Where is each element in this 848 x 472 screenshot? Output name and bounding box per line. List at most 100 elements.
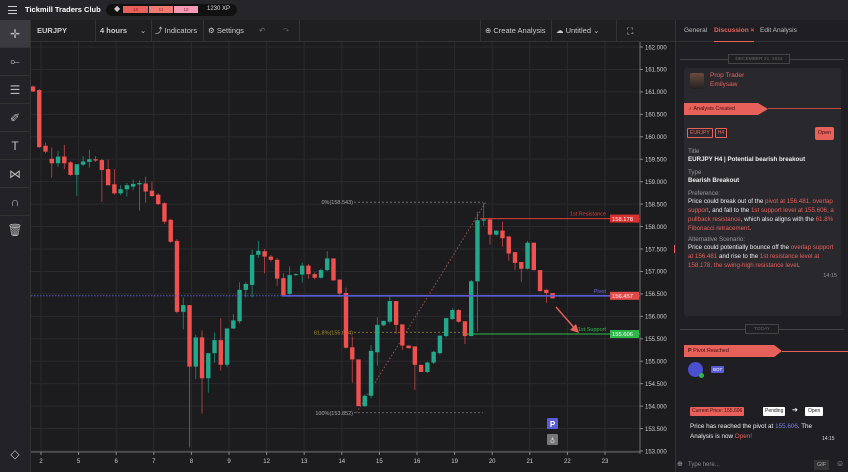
fib-level-label: 100%(153.852) (315, 411, 353, 417)
indicators-label: Indicators (164, 26, 198, 35)
candle-down (143, 183, 148, 192)
time-tick-label: 6 (115, 459, 119, 465)
chevron-down-icon: ⌄ (140, 26, 147, 35)
avatar (690, 73, 704, 89)
bulb-icon: ♁ (550, 437, 555, 445)
xp-badge[interactable]: ◆ 18 11 12 1230 XP (106, 4, 237, 16)
resistance-label: 1st Resistance (570, 212, 606, 218)
create-analysis-button[interactable]: ⊕ Create Analysis (485, 20, 545, 42)
pattern-icon[interactable]: ⋈ (0, 160, 30, 188)
settings-button[interactable]: ⚙ Settings (208, 20, 244, 42)
divider (203, 20, 204, 42)
type-label: Type (688, 169, 702, 176)
candle-down (156, 194, 161, 205)
candle-down (199, 337, 205, 379)
crosshair-icon[interactable]: ✛ (0, 20, 30, 48)
badge-seg-1: 18 (123, 6, 148, 13)
candle-down (218, 340, 223, 365)
tab-edit-analysis[interactable]: Edit Analysis (760, 27, 797, 34)
today-separator: TODAY (745, 324, 779, 334)
open-button[interactable]: Open (815, 127, 834, 140)
time-tick-label: 23 (602, 459, 609, 465)
chip-symbol: EURJPY (687, 128, 713, 138)
symbol-label[interactable]: EURJPY (37, 26, 68, 35)
gif-button[interactable]: GIF (814, 460, 830, 470)
price-tick-label: 156.500 (645, 292, 667, 298)
candle-down (174, 240, 180, 312)
gem-icon[interactable]: ◇ (10, 447, 20, 461)
candle-down (337, 279, 342, 294)
pivot-reached-banner: P Pivot Reached (684, 345, 782, 357)
candle-up (362, 395, 367, 407)
interval-select[interactable]: 4 hours ⌄ (100, 20, 150, 42)
candle-up (87, 159, 92, 162)
analysis-event-marker (547, 434, 558, 445)
candle-up (494, 230, 499, 235)
badge-seg-2: 11 (149, 6, 173, 13)
undo-icon[interactable]: ↶ (259, 26, 266, 35)
candle-down (312, 274, 317, 278)
price-tag-label: 155.606 (612, 332, 633, 338)
candle-up (118, 189, 123, 194)
status-open: Open (805, 407, 824, 416)
time-tick-label: 13 (301, 459, 308, 465)
preference-label: Preference: (688, 190, 720, 197)
price-tick-label: 157.000 (645, 270, 667, 276)
indicators-button[interactable]: ⤴ Indicators (155, 20, 197, 42)
text-icon[interactable]: T (0, 132, 30, 160)
close-icon[interactable]: × (750, 27, 755, 34)
tab-discussion[interactable]: Discussion × (714, 20, 755, 42)
divider (95, 20, 96, 42)
untitled-select[interactable]: ☁ Untitled ⌄ (556, 20, 599, 42)
horizontal-line-icon[interactable]: ⟜ (0, 48, 30, 76)
candle-up (443, 318, 449, 337)
price-tag-label: 156.457 (612, 294, 633, 300)
candle-up (431, 351, 436, 363)
candle-down (400, 324, 405, 346)
fib-lines-icon[interactable]: ☰ (0, 76, 30, 104)
divider (616, 20, 617, 42)
p-icon: P (550, 420, 556, 429)
arrow-head-icon (570, 324, 579, 333)
preference-text: Price could break out of the pivot at 15… (688, 198, 834, 232)
fullscreen-icon[interactable]: ⛶ (627, 26, 634, 36)
badge-seg-3: 12 (174, 6, 198, 13)
create-analysis-label: Create Analysis (493, 26, 546, 35)
candle-up (293, 274, 299, 276)
bulb-icon: ♁ (688, 106, 694, 112)
plus-icon[interactable]: ⊕ (677, 461, 683, 468)
app-title: Tickmill Traders Club (25, 5, 101, 14)
brush-icon[interactable]: ✐ (0, 104, 30, 132)
price-tick-label: 154.000 (645, 404, 667, 410)
price-tick-label: 155.000 (645, 360, 667, 366)
magnet-icon[interactable]: ∩ (0, 188, 30, 216)
time-tick-label: 9 (227, 459, 231, 465)
menu-icon[interactable] (8, 6, 17, 14)
tab-discussion-label: Discussion (714, 27, 749, 34)
trash-icon[interactable]: 🗑 (7, 223, 23, 237)
emoji-icon[interactable]: ☺ (836, 459, 845, 468)
bot-badge: BOT (711, 366, 725, 373)
candle-up (193, 337, 198, 367)
candle-up (237, 289, 242, 322)
candle-down (418, 364, 424, 372)
pivot-event-marker (547, 418, 558, 429)
time-tick-label: 20 (489, 459, 496, 465)
candle-down (168, 219, 173, 242)
indicators-icon: ⤴ (155, 26, 165, 35)
candlestick-chart[interactable]: 162.000 161.500 161.000 160.500 160.000 159.5… (31, 42, 675, 472)
candle-up (224, 328, 230, 365)
candle-down (274, 259, 280, 279)
price-tick-label: 157.500 (645, 247, 667, 253)
tab-general[interactable]: General (684, 27, 708, 34)
message-input[interactable]: ⊕ Type here... GIF ☺ (676, 459, 848, 472)
candle-down (537, 270, 543, 292)
panel-tabs: General Discussion × Edit Analysis (676, 20, 848, 42)
price-tick-label: 153.000 (645, 449, 667, 455)
candle-down (487, 219, 493, 235)
redo-icon[interactable]: ↷ (283, 26, 290, 35)
candle-up (55, 156, 61, 164)
current-price-chip: Current Price: 155.606 (690, 407, 745, 416)
candle-down (356, 359, 361, 407)
analysis-card: Prop Trader Emilysaw ♁ Analysis Created … (684, 68, 841, 316)
